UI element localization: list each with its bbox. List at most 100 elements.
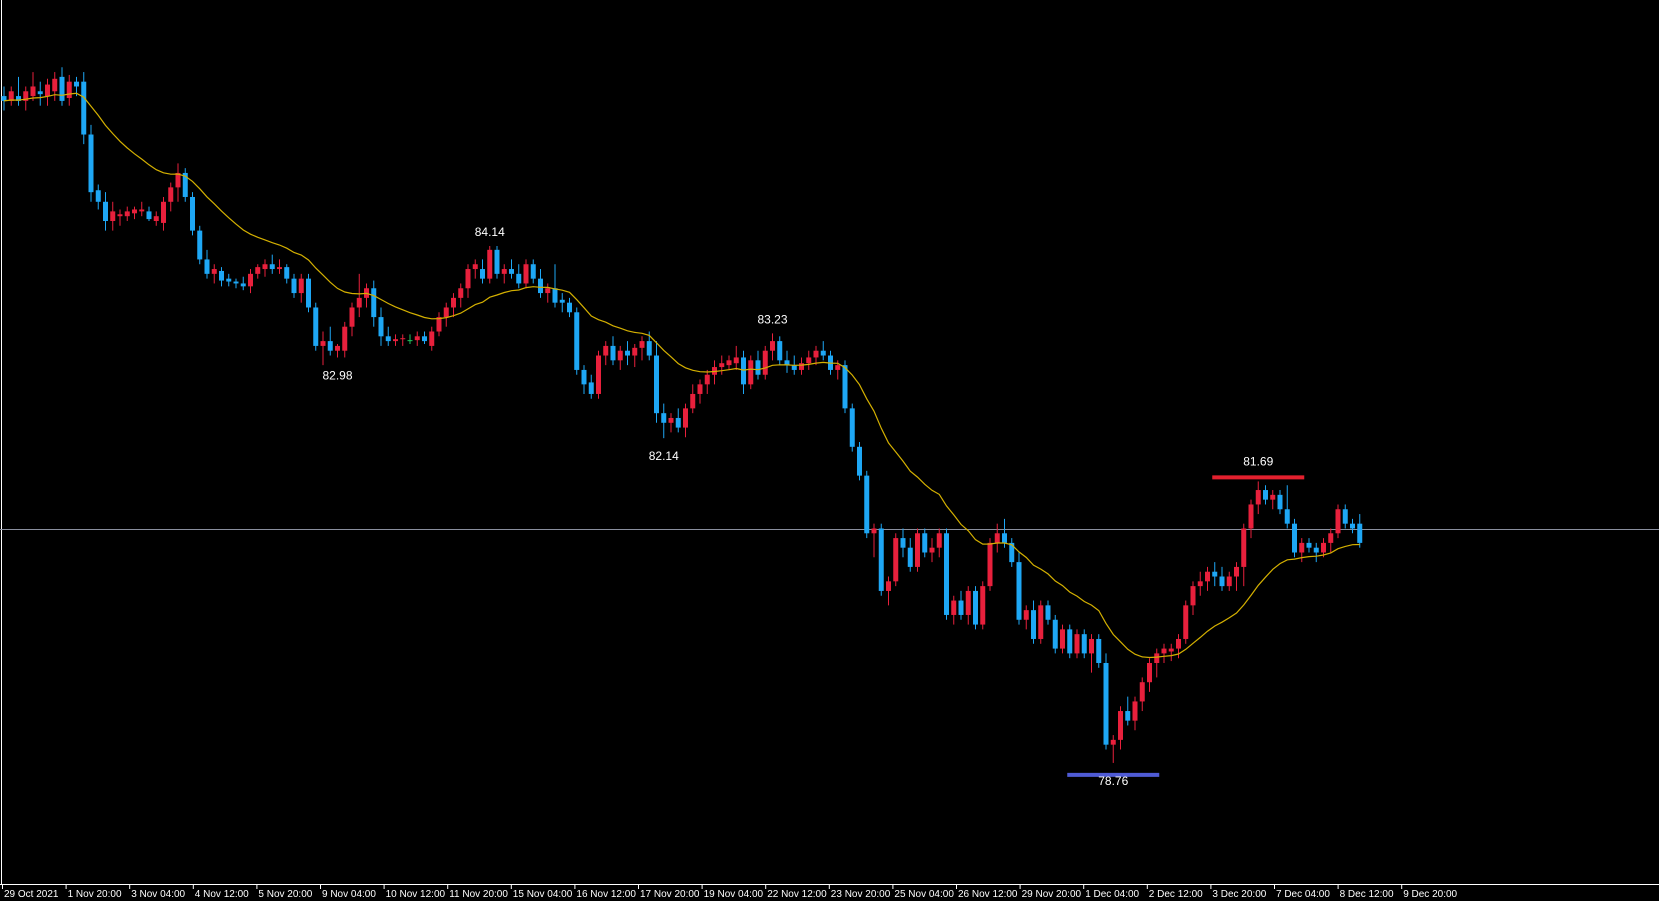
candle	[1335, 504, 1341, 539]
candle	[719, 355, 725, 375]
candle-body	[1219, 576, 1225, 587]
candle-body	[574, 312, 580, 370]
candle	[182, 168, 188, 202]
candle	[929, 538, 935, 563]
candle	[944, 528, 949, 620]
annotations-group: 84.14 82.98 83.23 82.14 81.69 78.76	[322, 225, 1273, 788]
candle	[1103, 653, 1109, 750]
candle	[690, 384, 696, 414]
candle	[1089, 634, 1094, 673]
candle	[451, 293, 456, 318]
candle-body	[915, 533, 920, 567]
x-tick-label: 15 Nov 04:00	[513, 889, 573, 900]
annotation-label: 84.14	[475, 225, 505, 239]
candle	[262, 259, 268, 277]
candle	[1197, 571, 1203, 596]
candle	[219, 267, 224, 287]
candle	[842, 360, 848, 414]
candle-body	[458, 288, 464, 298]
candle-body	[849, 408, 855, 447]
candle-body	[936, 533, 942, 548]
candle-body	[298, 278, 304, 294]
candle-body	[661, 413, 667, 423]
candle	[915, 528, 920, 572]
candle-body	[103, 201, 108, 221]
candle-body	[726, 360, 732, 366]
candle	[1125, 696, 1131, 726]
candle	[538, 269, 543, 298]
candle-body	[255, 267, 261, 274]
candle	[1183, 600, 1189, 644]
candle	[1212, 562, 1218, 587]
candle-body	[1197, 581, 1203, 587]
candle-body	[1031, 610, 1036, 639]
candle	[124, 206, 130, 221]
candle-body	[944, 533, 949, 615]
candle	[1219, 566, 1225, 591]
candle-body	[269, 264, 275, 270]
candle	[1292, 518, 1297, 558]
x-tick-label: 16 Nov 12:00	[576, 889, 636, 900]
candle-body	[356, 297, 362, 308]
candle-body	[806, 357, 812, 364]
candle-body	[1161, 648, 1167, 654]
candle	[697, 379, 703, 404]
candle	[161, 196, 166, 231]
candle-body	[777, 341, 783, 361]
candle	[994, 523, 1000, 553]
candle	[146, 206, 152, 221]
candle-body	[545, 288, 551, 294]
candle	[1226, 571, 1232, 591]
candle-body	[1118, 711, 1123, 740]
candle	[371, 280, 377, 327]
candle-body	[871, 528, 877, 534]
candle	[1023, 605, 1029, 630]
candle-body	[820, 350, 826, 356]
candle-body	[494, 249, 500, 274]
candle-body	[45, 84, 50, 97]
annotation-label: 83.23	[757, 312, 787, 326]
candle-body	[1357, 523, 1363, 543]
candle	[516, 264, 522, 289]
candle	[523, 259, 529, 289]
candle	[494, 245, 500, 279]
candle-body	[1241, 528, 1247, 567]
candle-body	[161, 201, 166, 223]
x-tick-label: 5 Nov 20:00	[258, 889, 312, 900]
candle	[1139, 677, 1145, 712]
candles-group	[1, 67, 1363, 763]
candle-body	[610, 345, 616, 361]
candle	[1313, 542, 1319, 563]
candle-body	[23, 91, 29, 101]
candle-body	[857, 446, 862, 476]
candle-body	[552, 288, 558, 303]
x-tick-label: 19 Nov 04:00	[704, 889, 764, 900]
candle-body	[516, 273, 522, 284]
candle	[1067, 624, 1073, 659]
annotation-label: 81.69	[1243, 454, 1273, 468]
candle	[965, 586, 971, 625]
x-tick-label: 3 Nov 04:00	[131, 889, 185, 900]
candle	[748, 355, 754, 390]
x-tick-label: 4 Nov 12:00	[195, 889, 249, 900]
candle	[335, 343, 340, 358]
candle	[269, 254, 275, 274]
x-tick-label: 11 Nov 20:00	[449, 889, 508, 900]
candle-body	[878, 528, 884, 591]
candle	[1081, 629, 1087, 659]
x-tick-label: 7 Dec 04:00	[1276, 889, 1330, 900]
candle	[204, 249, 210, 279]
candle	[646, 331, 652, 361]
candle-body	[719, 363, 725, 368]
candle-body	[1335, 509, 1341, 534]
candle	[197, 225, 203, 265]
candle-body	[451, 297, 456, 308]
candle	[88, 124, 94, 202]
candle	[820, 341, 826, 361]
candle-body	[472, 264, 478, 270]
candle	[385, 326, 391, 346]
candle	[1009, 538, 1015, 567]
candle	[712, 360, 717, 385]
